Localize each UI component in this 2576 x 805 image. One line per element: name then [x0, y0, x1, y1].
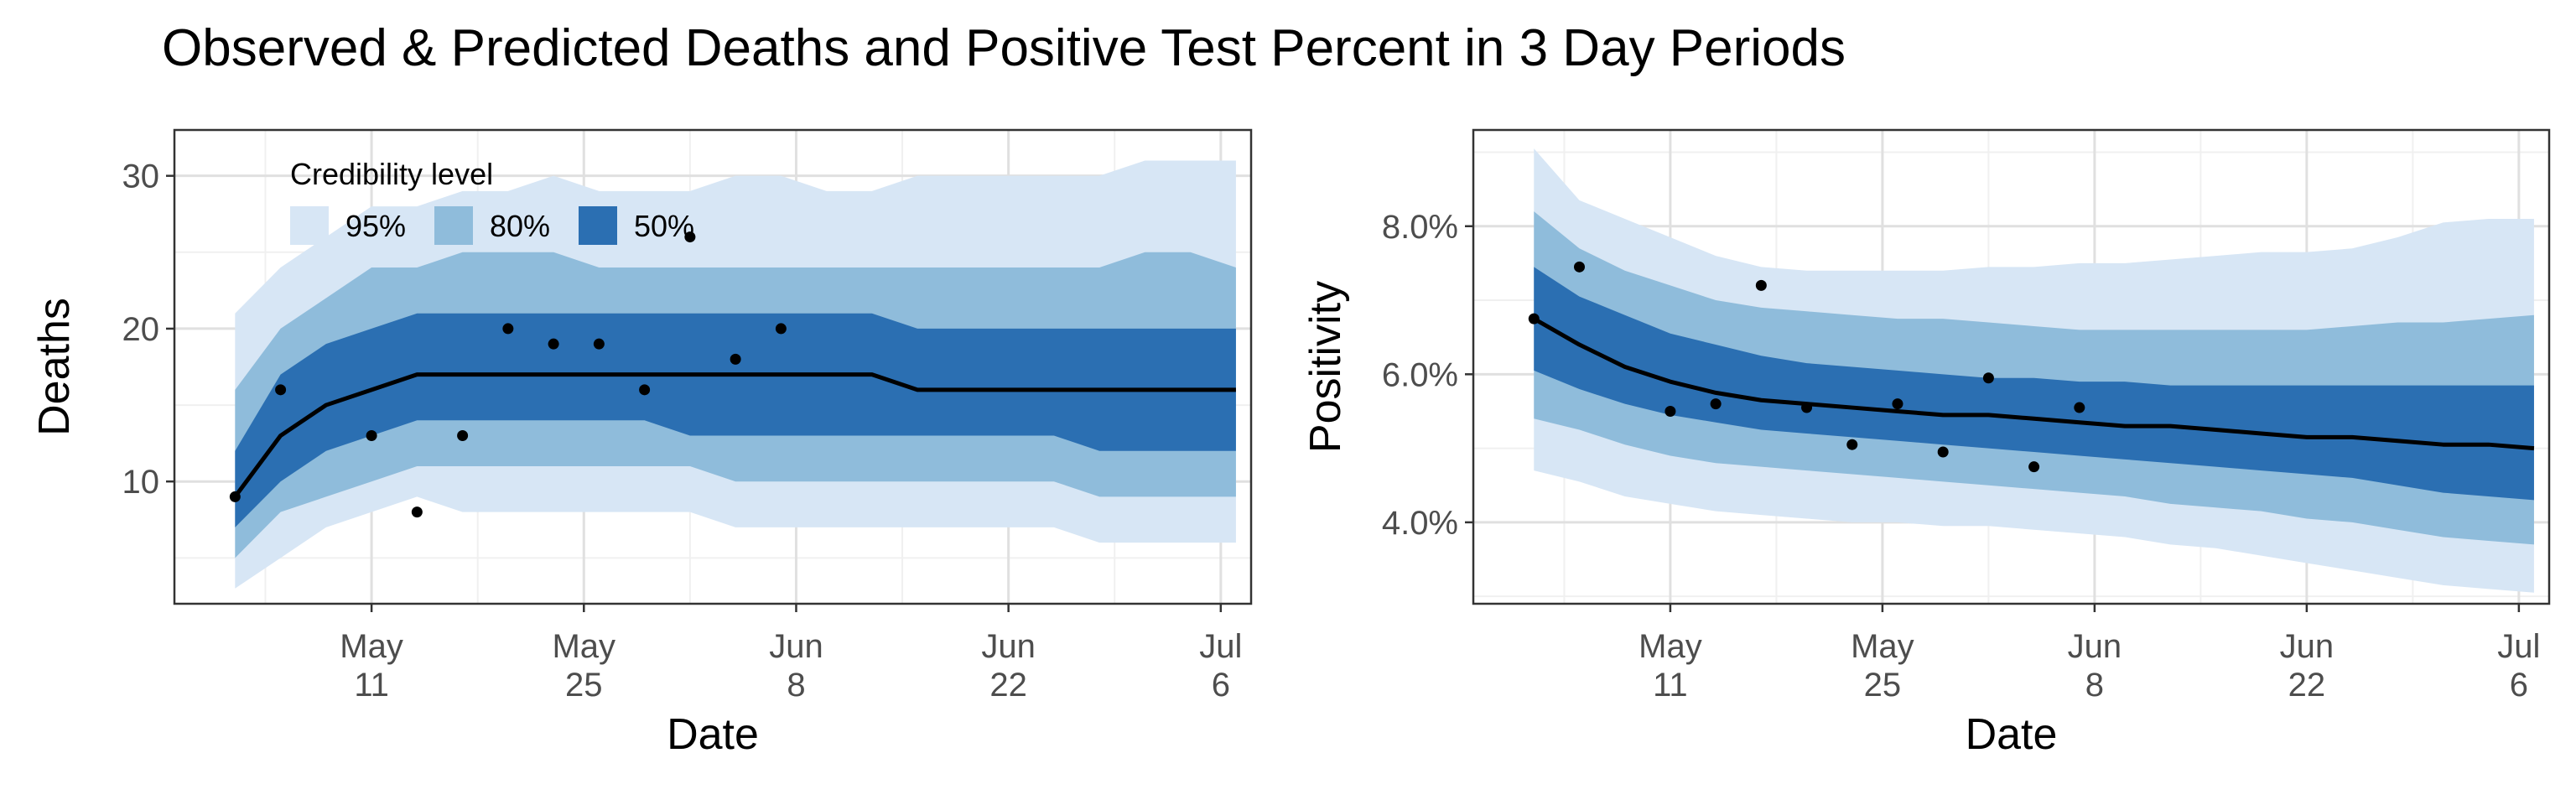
deaths-observed-point — [730, 353, 741, 365]
positivity-y-axis-title: Positivity — [1301, 281, 1350, 453]
deaths-y-tick-label: 30 — [122, 158, 160, 195]
positivity-x-tick-label: May — [1639, 628, 1702, 665]
positivity-observed-point — [1892, 398, 1903, 410]
legend-label-50: 50% — [634, 209, 694, 243]
deaths-observed-point — [366, 430, 377, 442]
deaths-x-tick-label-day: 8 — [787, 667, 805, 704]
deaths-median-line — [233, 372, 1236, 498]
positivity-observed-point — [1801, 402, 1813, 413]
positivity-panel-border — [1472, 128, 2551, 605]
deaths-panel-border — [173, 128, 1253, 605]
deaths-observed-point — [411, 506, 423, 518]
chart-title: Observed & Predicted Deaths and Positive… — [162, 19, 1846, 77]
deaths-band-50 — [235, 313, 1236, 527]
positivity-observed-point — [1573, 261, 1585, 273]
deaths-y-tick-label: 20 — [122, 311, 160, 348]
deaths-observed-point — [548, 338, 559, 350]
legend-label-95: 95% — [345, 209, 406, 243]
legend: Credibility level 95% 80% 50% — [290, 157, 694, 245]
deaths-observed-point — [275, 384, 287, 396]
positivity-x-tick-label-day: 11 — [1653, 667, 1688, 704]
deaths-observed-point — [775, 323, 787, 335]
positivity-x-tick-label: Jul — [2497, 628, 2540, 665]
positivity-y-tick-label: 6.0% — [1382, 356, 1458, 393]
positivity-observed-point — [1710, 398, 1722, 410]
positivity-x-tick-label-day: 6 — [2510, 667, 2528, 704]
deaths-observed-point — [684, 231, 696, 243]
positivity-x-tick-label: Jun — [2280, 628, 2334, 665]
legend-label-80: 80% — [490, 209, 550, 243]
deaths-observed-point — [502, 323, 514, 335]
deaths-x-tick-label: Jun — [981, 628, 1036, 665]
deaths-y-axis-title: Deaths — [30, 298, 79, 436]
deaths-x-tick-label-day: 22 — [989, 667, 1027, 704]
deaths-observed-point — [639, 384, 651, 396]
positivity-x-tick-label: Jun — [2068, 628, 2122, 665]
deaths-y-tick-label: 10 — [122, 464, 160, 501]
positivity-observed-point — [1937, 446, 1949, 458]
positivity-x-tick-label: May — [1851, 628, 1914, 665]
positivity-panel: 4.0%6.0%8.0%May11May25Jun8Jun22Jul6DateP… — [1301, 128, 2551, 759]
deaths-x-tick-label: Jul — [1199, 628, 1242, 665]
deaths-x-tick-label-day: 6 — [1212, 667, 1230, 704]
positivity-observed-point — [2074, 402, 2085, 413]
positivity-observed-point — [1755, 279, 1767, 291]
positivity-observed-point — [1846, 439, 1858, 450]
positivity-x-axis-title: Date — [1966, 710, 2058, 759]
positivity-band-50 — [1534, 267, 2534, 501]
deaths-x-tick-label-day: 25 — [565, 667, 603, 704]
legend-swatch-50 — [579, 206, 617, 245]
positivity-x-tick-label-day: 25 — [1864, 667, 1902, 704]
positivity-x-tick-label-day: 22 — [2288, 667, 2326, 704]
positivity-x-tick-label-day: 8 — [2085, 667, 2104, 704]
positivity-observed-point — [1665, 405, 1676, 417]
positivity-y-tick-label: 4.0% — [1382, 505, 1458, 542]
positivity-observed-point — [1528, 313, 1540, 325]
deaths-x-axis-title: Date — [667, 710, 759, 759]
positivity-y-tick-label: 8.0% — [1382, 209, 1458, 246]
deaths-observed-point — [229, 491, 241, 502]
positivity-median-line — [1533, 316, 2535, 451]
deaths-x-tick-label: Jun — [769, 628, 823, 665]
positivity-observed-point — [2028, 461, 2040, 473]
deaths-x-tick-label-day: 11 — [354, 667, 389, 704]
legend-swatch-95 — [290, 206, 329, 245]
deaths-observed-point — [457, 430, 469, 442]
legend-swatch-80 — [434, 206, 473, 245]
legend-title: Credibility level — [290, 157, 493, 191]
deaths-x-tick-label: May — [552, 628, 615, 665]
deaths-observed-point — [593, 338, 605, 350]
deaths-x-tick-label: May — [340, 628, 403, 665]
positivity-observed-point — [1982, 372, 1994, 384]
